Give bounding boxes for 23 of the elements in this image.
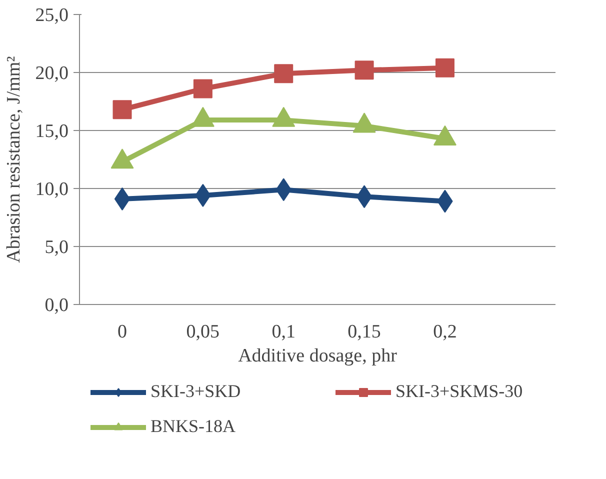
y-tick-label: 0,0 bbox=[44, 295, 68, 316]
point bbox=[354, 60, 374, 80]
legend-label: SKI-3+SKD bbox=[150, 381, 242, 402]
legend-label: BNKS-18A bbox=[150, 416, 237, 437]
y-tick-label: 5,0 bbox=[44, 237, 68, 258]
point bbox=[274, 64, 294, 84]
y-tick-label: 20,0 bbox=[35, 63, 68, 84]
point bbox=[114, 187, 130, 210]
x-tick-label: 0,15 bbox=[348, 322, 381, 342]
point bbox=[435, 58, 454, 78]
x-tick-label: 0 bbox=[118, 322, 128, 342]
y-tick-label: 10,0 bbox=[35, 179, 68, 200]
x-axis-title: Additive dosage, phr bbox=[238, 346, 398, 366]
y-axis-title: Abrasion resistance, J/mm² bbox=[3, 56, 24, 263]
x-tick-label: 0,2 bbox=[433, 322, 457, 342]
point bbox=[112, 100, 132, 120]
point bbox=[356, 185, 372, 208]
legend-label: SKI-3+SKMS-30 bbox=[396, 381, 524, 402]
x-tick-label: 0,05 bbox=[186, 322, 220, 342]
x-tick-label: 0,1 bbox=[272, 322, 296, 342]
point bbox=[193, 79, 212, 98]
y-tick-label: 25,0 bbox=[35, 5, 68, 26]
y-tick-label: 15,0 bbox=[35, 121, 68, 142]
